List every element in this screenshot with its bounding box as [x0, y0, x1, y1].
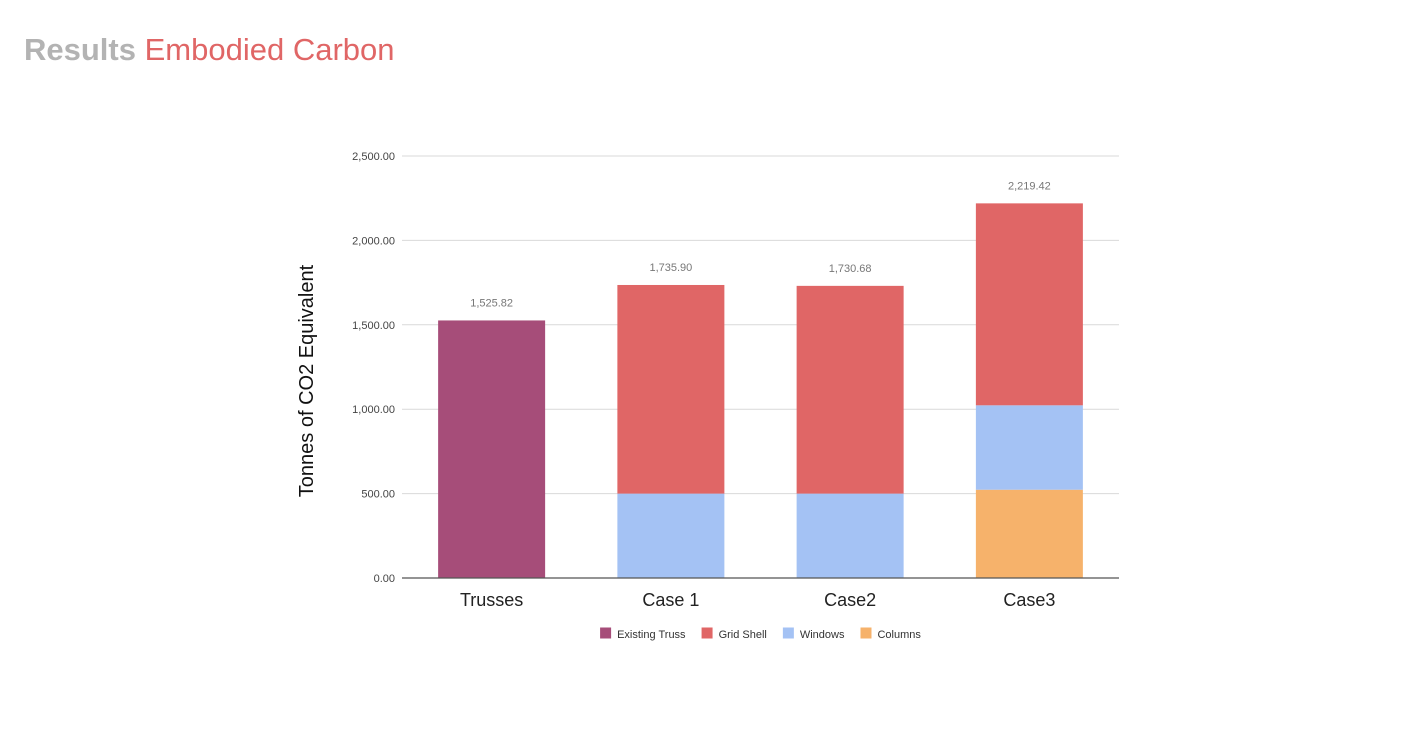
legend-swatch-existing-truss — [600, 627, 612, 639]
bar-columns-case3 — [975, 489, 1083, 578]
y-tick-label: 2,500.00 — [352, 151, 395, 163]
legend-swatch-windows — [782, 627, 794, 639]
bar-windows-case2 — [796, 493, 904, 578]
legend-label-columns: Columns — [877, 629, 921, 641]
legend-swatch-columns — [860, 627, 872, 639]
bar-windows-case3 — [975, 405, 1083, 490]
total-label-case2: 1,730.68 — [829, 263, 872, 275]
legend: Existing Truss Grid Shell Windows Columns — [600, 627, 921, 641]
x-tick-label-trusses: Trusses — [460, 590, 523, 610]
total-label-case3: 2,219.42 — [1008, 180, 1051, 192]
y-tick-label: 0.00 — [374, 573, 395, 585]
title-embodied-carbon: Embodied Carbon — [144, 32, 395, 67]
axes: 0.00 500.00 1,000.00 1,500.00 2,000.00 2,500.… — [296, 151, 1119, 610]
x-tick-label-case2: Case2 — [824, 590, 876, 610]
bar-grid-shell-case-1 — [617, 284, 725, 494]
y-tick-label: 1,500.00 — [352, 320, 395, 332]
y-tick-label: 2,000.00 — [352, 235, 395, 247]
legend-swatch-grid-shell — [701, 627, 713, 639]
y-tick-label: 1,000.00 — [352, 404, 395, 416]
title-results: Results — [24, 32, 136, 67]
y-tick-label: 500.00 — [361, 489, 395, 501]
legend-label-grid-shell: Grid Shell — [719, 629, 767, 641]
bar-windows-case-1 — [617, 493, 725, 578]
bar-grid-shell-case2 — [796, 285, 904, 494]
labels: 1,525.82 1,735.90 1,730.68 2,219.42 — [470, 180, 1051, 309]
legend-label-windows: Windows — [800, 629, 845, 641]
x-tick-label-case3: Case3 — [1003, 590, 1055, 610]
total-label-trusses: 1,525.82 — [470, 297, 513, 309]
bars — [438, 203, 1083, 578]
total-label-case-1: 1,735.90 — [649, 262, 692, 274]
y-axis-title: Tonnes of CO2 Equivalent — [296, 264, 318, 497]
x-tick-label-case-1: Case 1 — [642, 590, 699, 610]
bar-existing-truss-trusses — [438, 320, 546, 578]
bar-grid-shell-case3 — [975, 203, 1083, 406]
slide-title: Results Embodied Carbon — [24, 30, 395, 70]
legend-label-existing-truss: Existing Truss — [617, 629, 686, 641]
